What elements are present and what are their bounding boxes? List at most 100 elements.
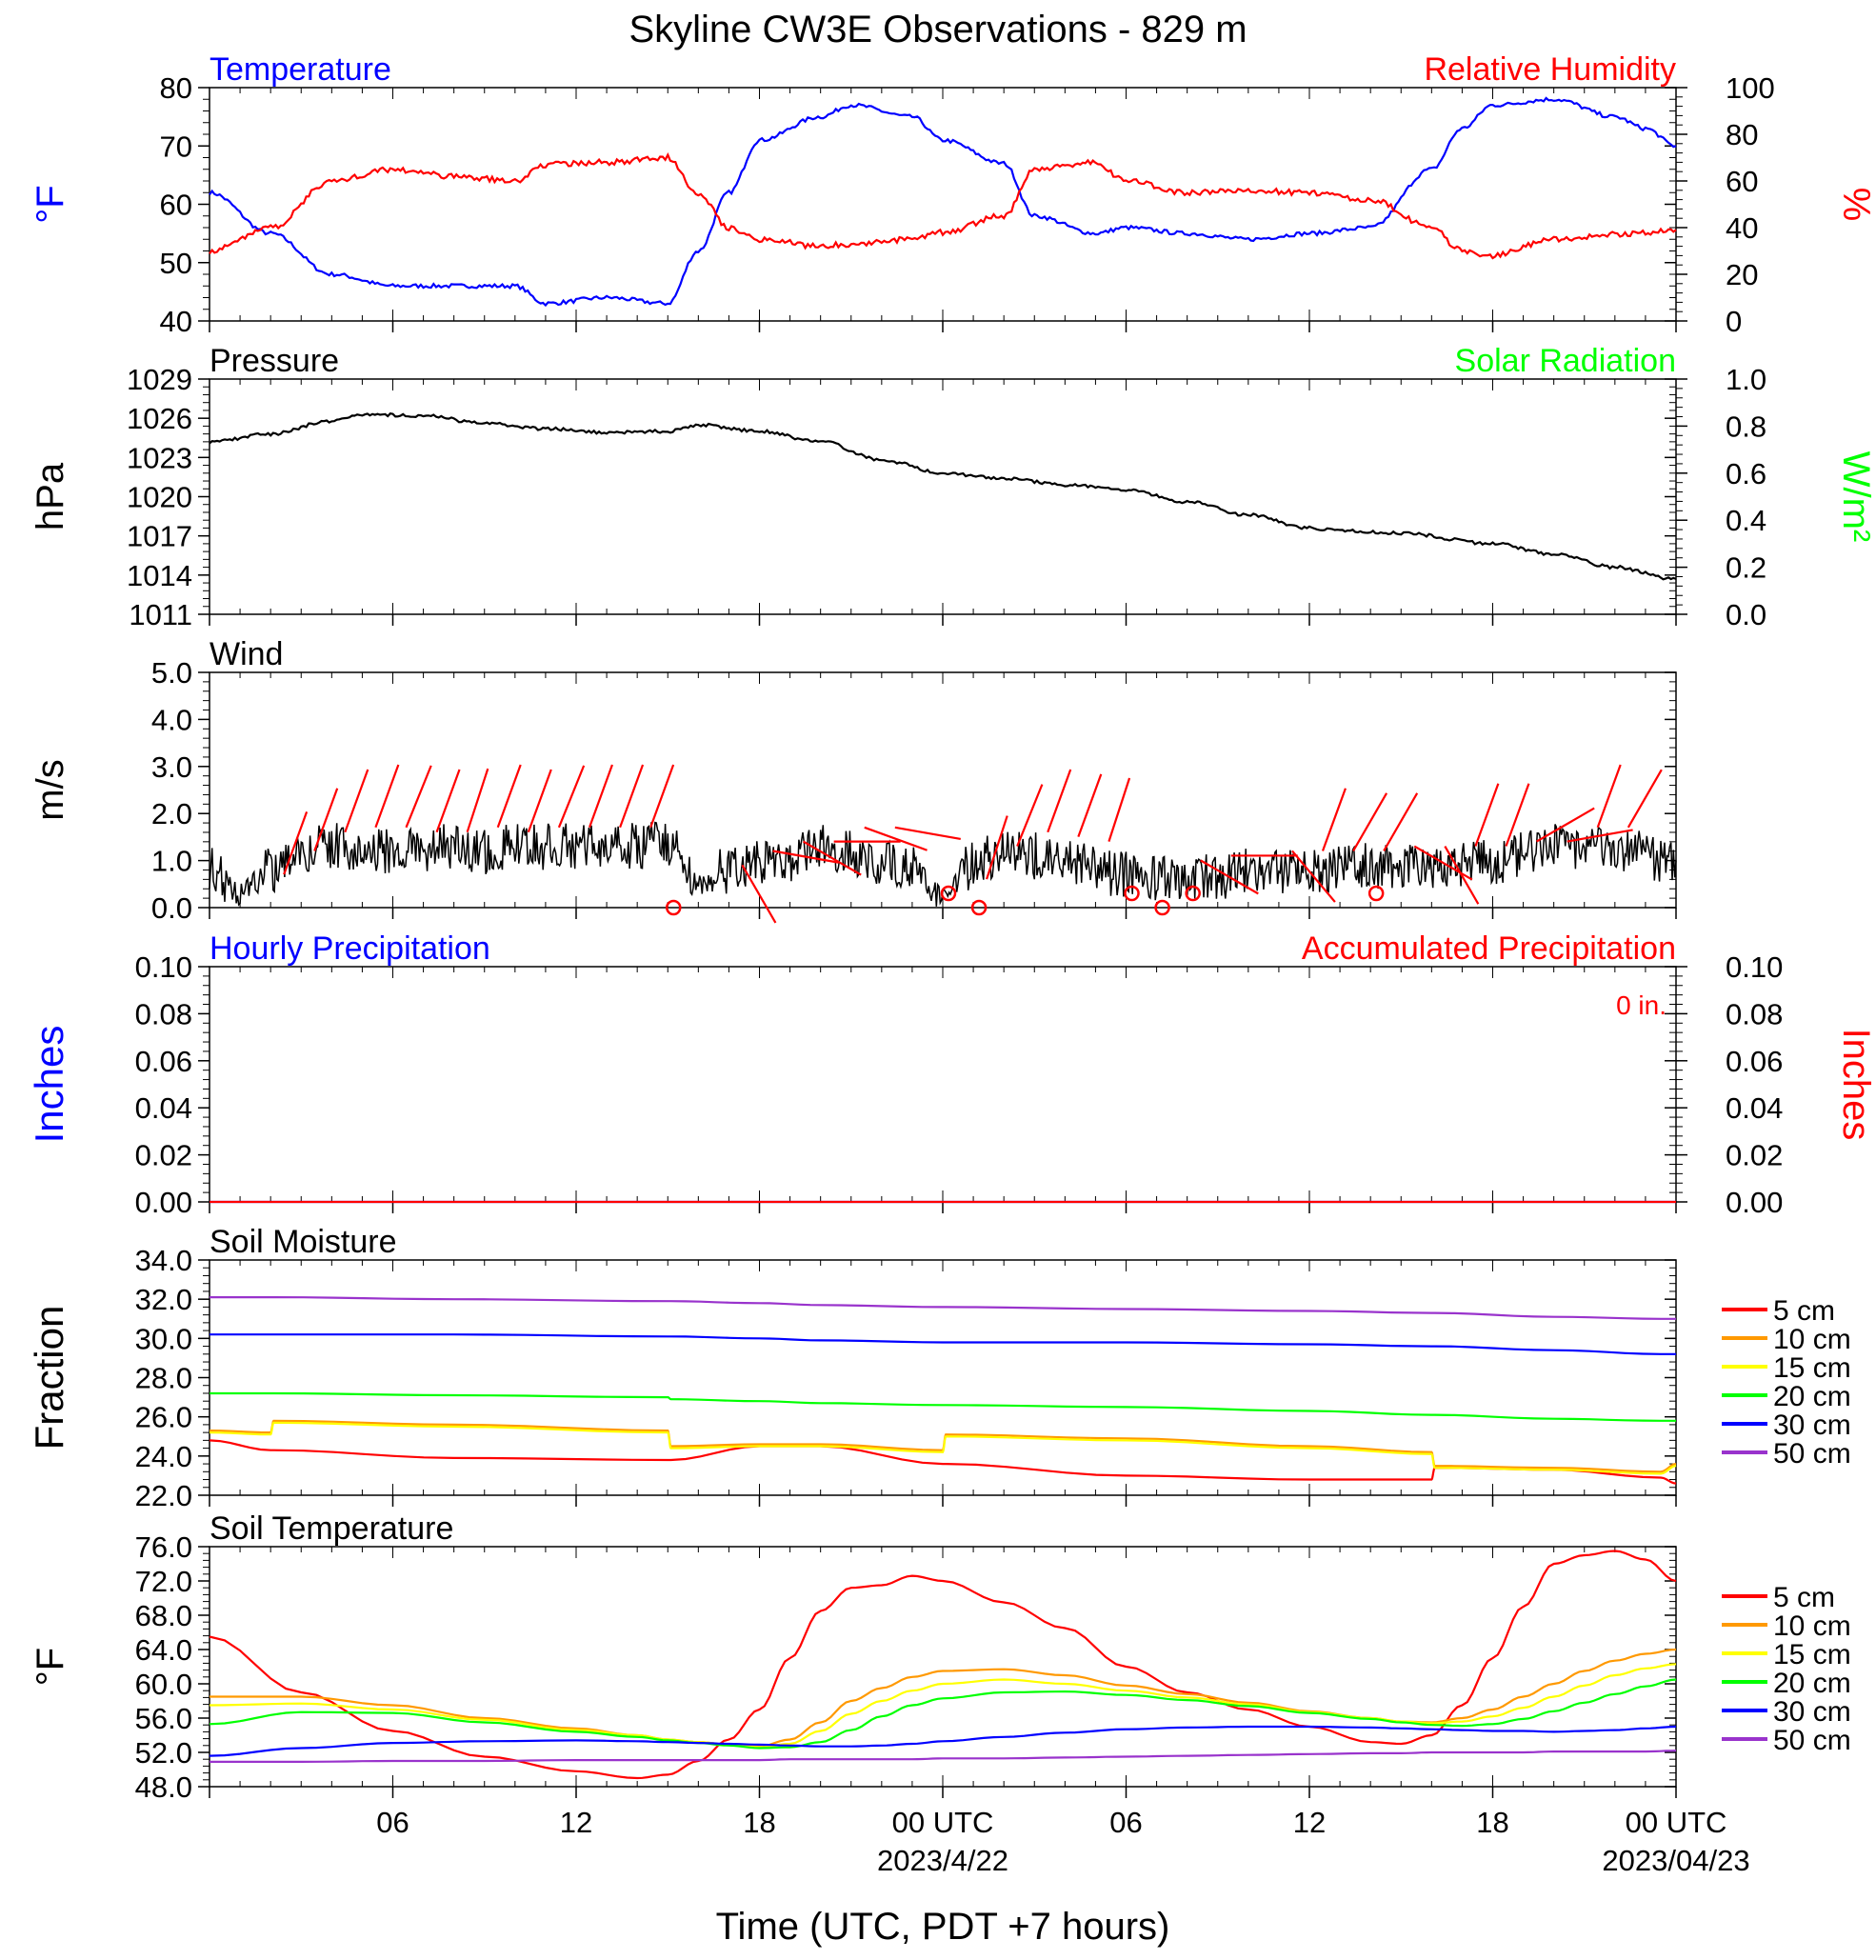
y-tick-label-left: 1026 [127,402,192,435]
calm-wind-marker [666,899,682,916]
y-tick-label-left: 60.0 [135,1668,192,1701]
y-tick-label-left: 40 [160,305,192,338]
y-tick-label-left: 1011 [129,598,192,631]
y-tick-label-left: 22.0 [135,1479,192,1512]
panel-title-left: Pressure [210,343,339,379]
panel-title-left: Hourly Precipitation [210,930,490,967]
y-axis-label-left: °F [30,1648,71,1686]
accumulated-total-annotation: 0 in. [1616,990,1666,1020]
panel-temperature-humidity: 40 50 60 70 80 0 20 40 60 80 100 Temperature Relativ… [30,51,1876,338]
y-tick-label-left: 50 [160,247,192,280]
y-tick-label-right: 0.08 [1726,997,1783,1030]
wind-barb [1567,829,1633,843]
panel-title-left: Temperature [210,51,391,88]
x-tick-label: 00 UTC [1626,1806,1727,1839]
y-tick-label-left: 0.10 [135,950,192,984]
panel-title-left: Soil Temperature [210,1510,453,1547]
y-tick-label-left: 34.0 [135,1244,192,1277]
series-line-temperature [209,96,1677,308]
legend-label: 10 cm [1773,1610,1851,1642]
y-tick-label-left: 1023 [127,441,192,474]
wind-barb [986,815,1008,880]
panel-title-right: Solar Radiation [1455,343,1676,379]
wind-barb [588,764,613,829]
x-date-label: 2023/4/22 [877,1844,1008,1877]
plot-frame [209,87,1677,322]
series-line-relative-humidity [209,152,1677,260]
y-tick-label-left: 1020 [127,481,192,514]
series-line-5-cm [209,1550,1677,1780]
wind-barb [1413,845,1473,881]
wind-barb [1474,783,1500,847]
figure-title: Skyline CW3E Observations - 829 m [629,9,1247,50]
wind-barb [435,769,461,833]
y-tick-label-left: 52.0 [135,1736,192,1770]
series-line-50-cm [210,1295,1676,1320]
y-tick-label-left: 0.08 [135,997,192,1030]
y-tick-label-right: 20 [1726,258,1758,291]
y-tick-label-left: 70 [160,130,192,163]
wind-barb [649,764,675,829]
y-tick-label-left: 1029 [127,363,192,396]
wind-barb [1383,792,1419,852]
y-axis-label-right: W/m² [1835,451,1876,543]
y-tick-label-right: 100 [1726,71,1775,105]
calm-wind-marker [940,885,957,902]
y-axis-label-right: Inches [1835,1029,1876,1141]
series-line-30-cm [210,1333,1676,1355]
y-tick-label-left: 1014 [127,559,192,592]
y-tick-label-left: 76.0 [135,1530,192,1564]
panel-title-left: Soil Moisture [210,1224,397,1260]
y-tick-label-right: 0.2 [1726,551,1766,585]
wind-barb [1077,773,1103,838]
y-tick-label-left: 3.0 [151,750,192,784]
wind-barb [496,764,522,829]
wind-barb [1444,845,1480,905]
y-tick-label-left: 1.0 [151,845,192,878]
y-axis-label-left: m/s [30,759,71,820]
y-tick-label-right: 0.04 [1726,1091,1783,1125]
wind-barb [1291,850,1336,903]
x-tick-label: 18 [743,1806,775,1839]
panel-soil-temperature: 48.052.056.060.064.068.072.076.0 Soil Tem… [30,1510,1851,1804]
y-axis-label-left: hPa [30,462,71,530]
series-line-20-cm [210,1391,1676,1422]
wind-barb [1016,784,1044,847]
time-axis: 06 12 18 00 UTC 06 12 18 00 UTC 2023/4/22 2023/04… [376,1806,1749,1948]
legend-label: 30 cm [1773,1696,1851,1728]
y-tick-label-left: 72.0 [135,1565,192,1598]
calm-wind-marker [1124,885,1140,902]
wind-barb [1047,769,1072,833]
x-tick-label: 06 [376,1806,409,1839]
wind-barb [803,840,862,876]
legend-label: 5 cm [1773,1582,1835,1613]
wind-barb [619,764,645,829]
y-tick-label-left: 1017 [127,520,192,553]
plot-frame [209,1546,1677,1788]
series-line-pressure [209,412,1677,581]
wind-barb [1627,769,1663,829]
y-tick-label-right: 1.0 [1726,363,1766,396]
y-tick-label-right: 0.10 [1726,950,1783,984]
plot-frame [209,966,1677,1203]
y-tick-label-left: 48.0 [135,1770,192,1804]
wind-barb [1321,788,1347,851]
legend-label: 50 cm [1773,1438,1851,1470]
y-axis-label-left: Inches [27,1026,71,1144]
wind-barb [283,811,309,875]
panel-pressure-solar: 1011 1014 1017 1020 1023 1026 1029 0.0 0.2 0.4 0.6… [30,343,1876,631]
legend-label: 15 cm [1773,1352,1851,1384]
y-tick-label-right: 40 [1726,211,1758,245]
y-tick-label-left: 30.0 [135,1322,192,1355]
panel-title-left: Wind [210,636,283,672]
series-line-50-cm [210,1750,1677,1764]
series-line-20-cm [209,1678,1677,1750]
legend-label: 15 cm [1773,1639,1851,1670]
y-tick-label-left: 68.0 [135,1599,192,1632]
calm-wind-marker [1367,885,1385,902]
wind-barb [1505,783,1530,847]
series-line-15-cm [209,1421,1677,1475]
wind-barb [1536,807,1595,843]
legend-label: 20 cm [1773,1668,1851,1699]
